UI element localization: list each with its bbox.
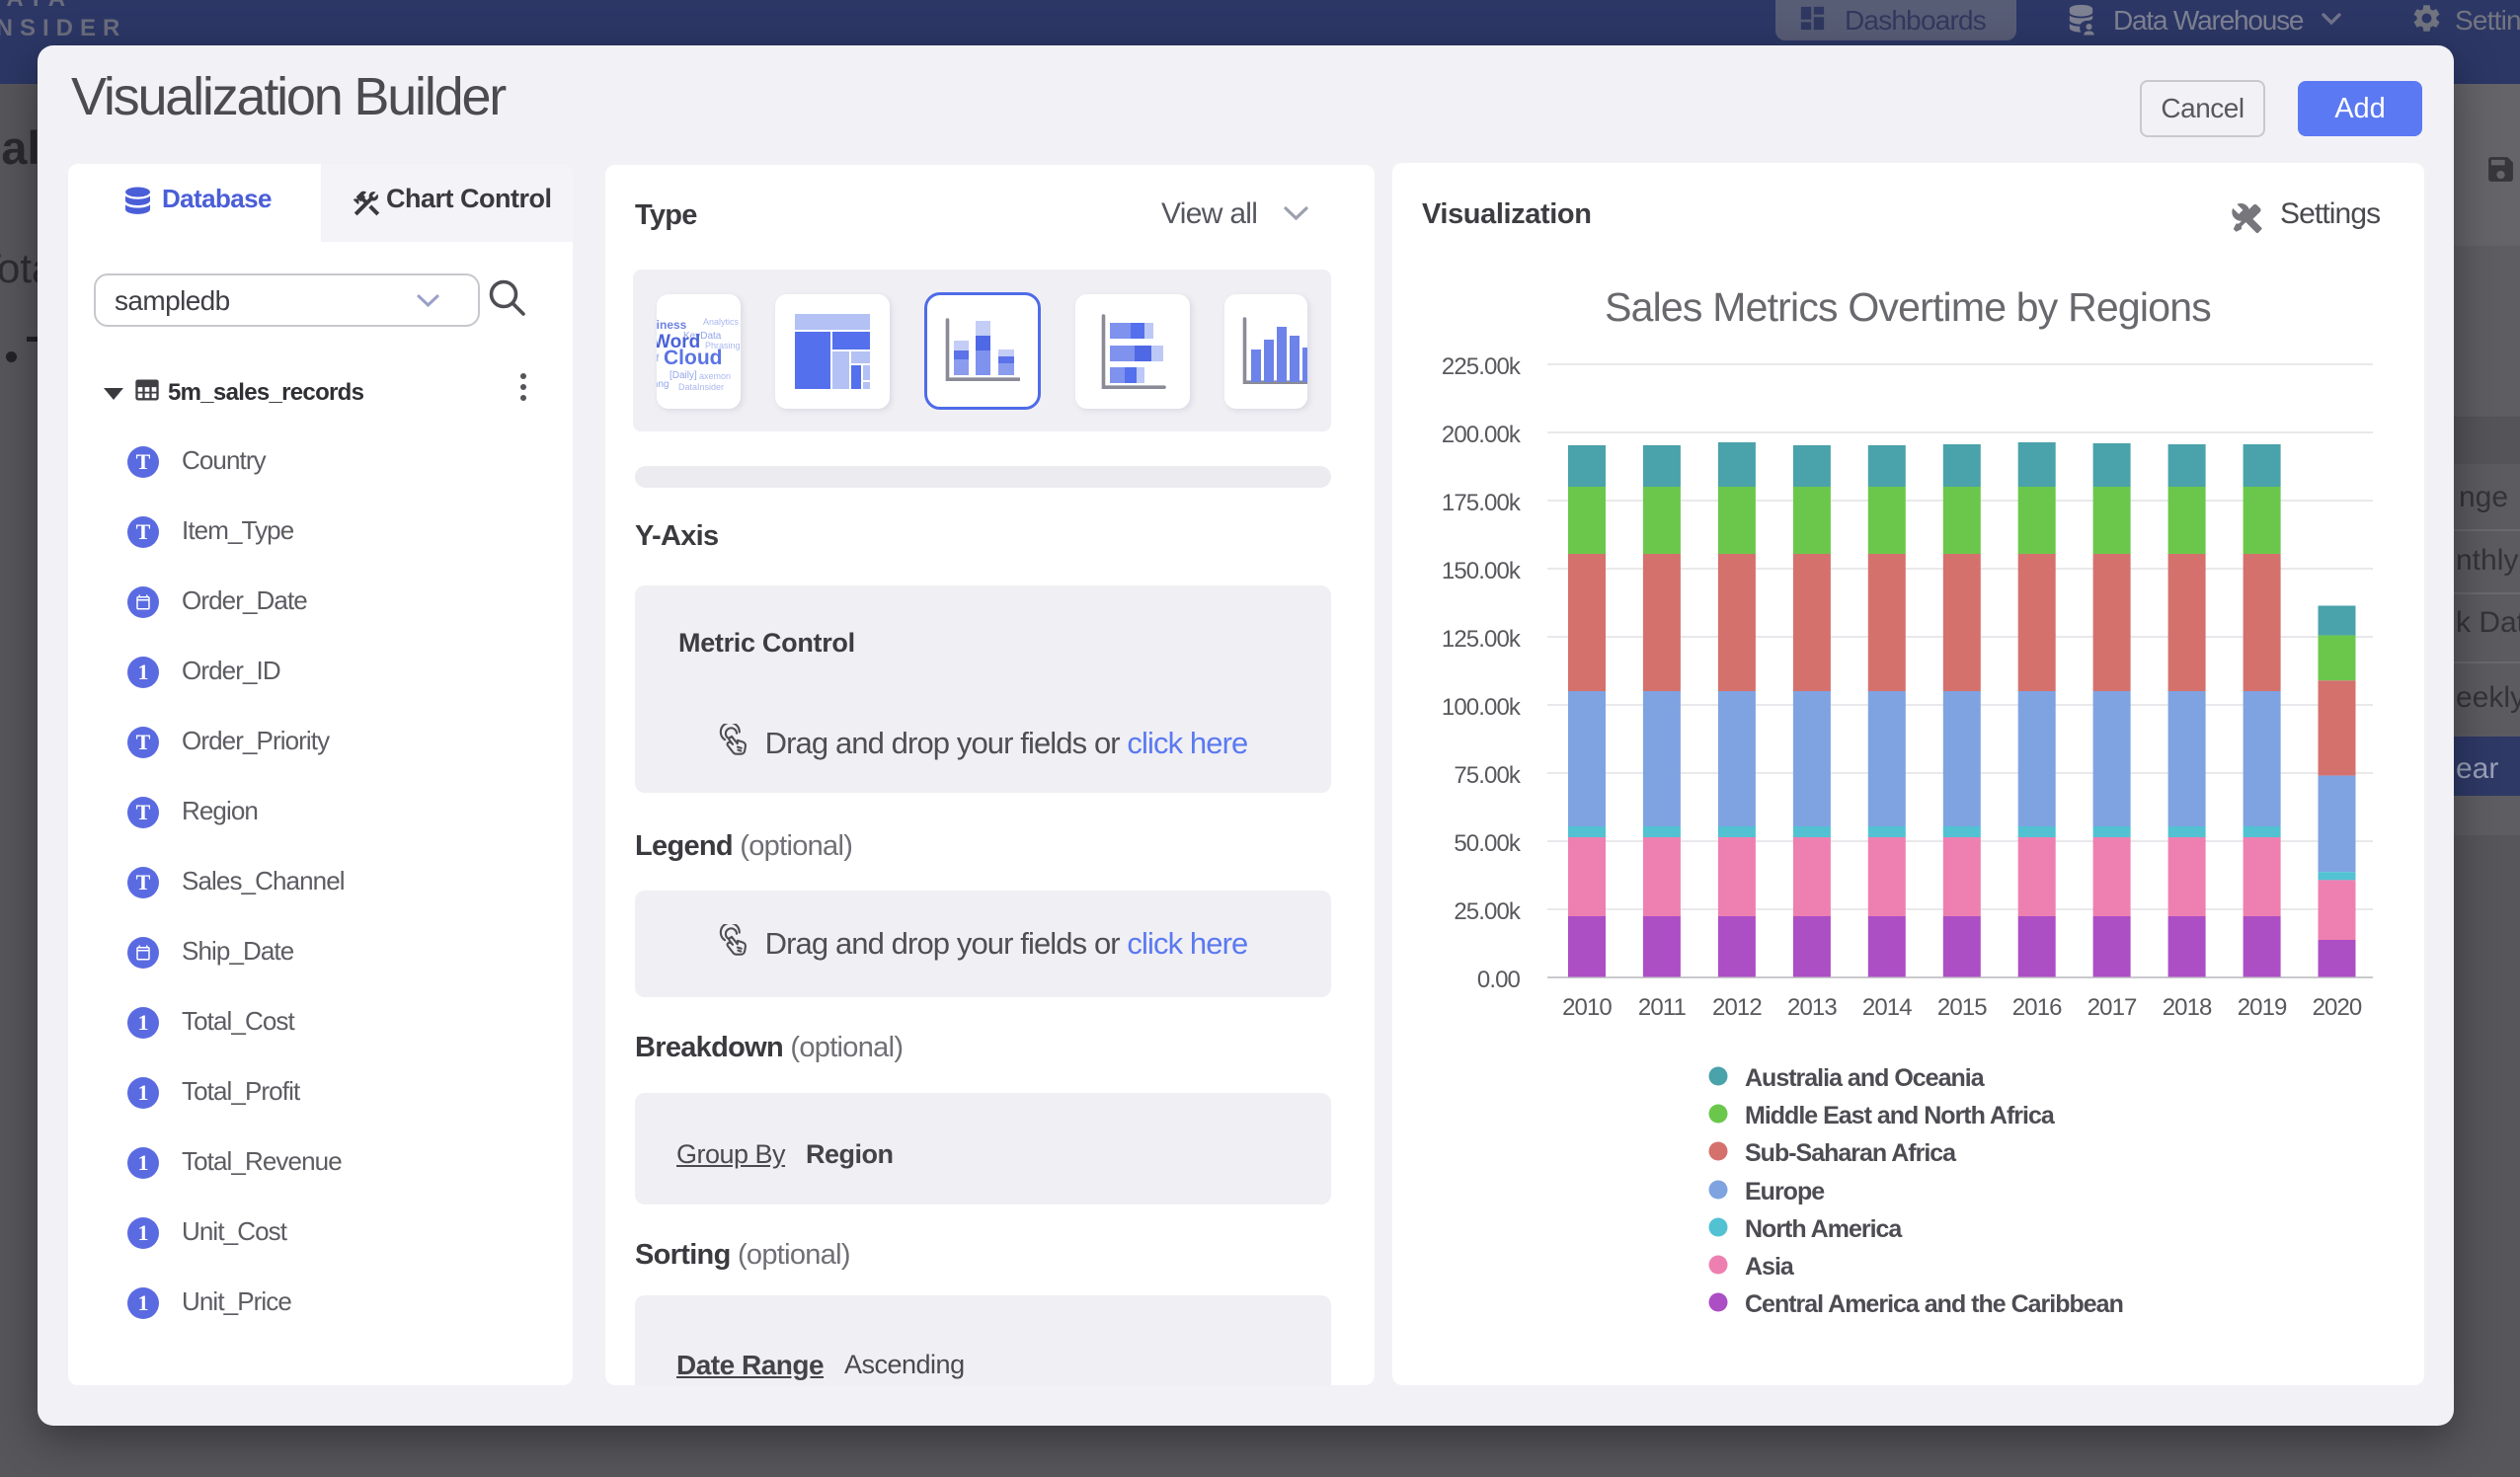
svg-text:2017: 2017 xyxy=(2087,994,2137,1021)
svg-text:2018: 2018 xyxy=(2163,994,2212,1021)
svg-text:2012: 2012 xyxy=(1712,994,1762,1021)
svg-text:125.00k: 125.00k xyxy=(1442,626,1522,653)
svg-text:2010: 2010 xyxy=(1562,994,1612,1021)
svg-text:50.00k: 50.00k xyxy=(1454,830,1522,857)
svg-text:Central America and the Caribb: Central America and the Caribbean xyxy=(1745,1290,2123,1318)
svg-text:2016: 2016 xyxy=(2012,994,2062,1021)
svg-text:0.00: 0.00 xyxy=(1477,967,1521,993)
svg-text:2011: 2011 xyxy=(1638,994,1687,1021)
svg-text:Europe: Europe xyxy=(1745,1178,1825,1205)
svg-text:Australia and Oceania: Australia and Oceania xyxy=(1745,1064,1986,1092)
svg-text:Asia: Asia xyxy=(1745,1253,1795,1281)
svg-text:North America: North America xyxy=(1745,1215,1903,1243)
svg-text:150.00k: 150.00k xyxy=(1442,558,1522,584)
svg-text:2013: 2013 xyxy=(1787,994,1837,1021)
svg-text:Sub-Saharan Africa: Sub-Saharan Africa xyxy=(1745,1139,1957,1167)
svg-text:2014: 2014 xyxy=(1862,994,1912,1021)
svg-text:25.00k: 25.00k xyxy=(1454,898,1522,925)
svg-text:Middle East and North Africa: Middle East and North Africa xyxy=(1745,1102,2056,1129)
svg-text:175.00k: 175.00k xyxy=(1442,490,1522,516)
svg-text:75.00k: 75.00k xyxy=(1454,762,1522,789)
svg-text:200.00k: 200.00k xyxy=(1442,422,1522,448)
svg-text:Sales Metrics Overtime by Regi: Sales Metrics Overtime by Regions xyxy=(1605,284,2211,330)
svg-text:100.00k: 100.00k xyxy=(1442,694,1522,721)
svg-text:2020: 2020 xyxy=(2313,994,2362,1021)
svg-text:225.00k: 225.00k xyxy=(1442,353,1522,380)
svg-text:2019: 2019 xyxy=(2238,994,2287,1021)
svg-text:2015: 2015 xyxy=(1937,994,1987,1021)
